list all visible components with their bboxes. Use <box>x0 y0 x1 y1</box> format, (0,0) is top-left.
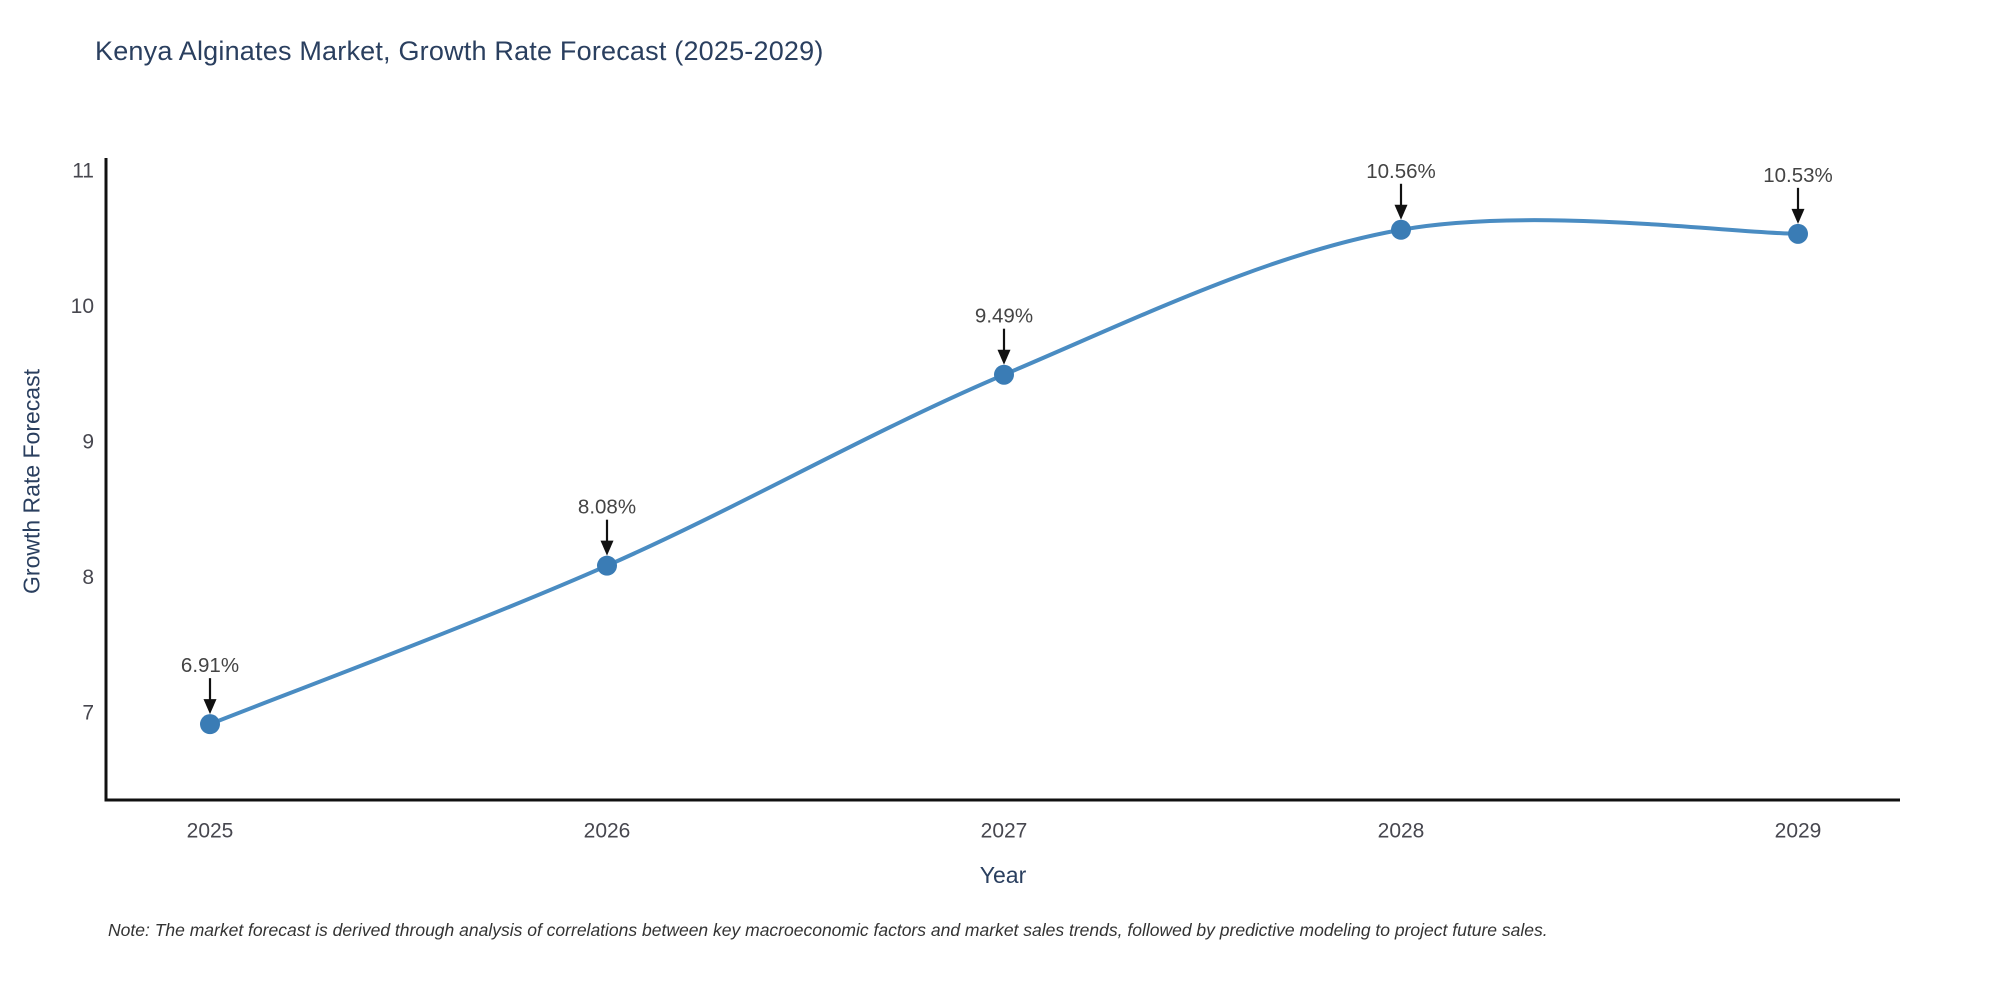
annotation-arrowhead <box>1791 208 1805 224</box>
x-tick-label: 2029 <box>1775 819 1822 842</box>
point-value-label: 10.56% <box>1366 160 1436 183</box>
chart-footnote: Note: The market forecast is derived thr… <box>108 920 1548 940</box>
annotation-arrowhead <box>997 349 1011 365</box>
data-point-marker <box>1788 223 1808 244</box>
chart-title: Kenya Alginates Market, Growth Rate Fore… <box>95 36 824 66</box>
y-tick-label: 9 <box>82 430 94 453</box>
y-tick-label: 7 <box>82 701 94 724</box>
point-value-label: 10.53% <box>1763 164 1833 187</box>
data-point-marker <box>1391 219 1411 240</box>
point-value-label: 6.91% <box>181 654 239 677</box>
annotation-arrowhead <box>600 540 614 556</box>
point-value-label: 9.49% <box>975 305 1033 328</box>
y-tick-label: 10 <box>71 295 94 318</box>
data-point-marker <box>200 714 220 735</box>
annotation-arrowhead <box>203 699 217 715</box>
x-tick-label: 2027 <box>981 819 1028 842</box>
annotation-arrowhead <box>1394 204 1408 220</box>
data-point-marker <box>597 555 617 576</box>
x-tick-label: 2028 <box>1378 819 1425 842</box>
x-tick-label: 2025 <box>187 819 234 842</box>
x-tick-label: 2026 <box>584 819 631 842</box>
y-tick-label: 8 <box>82 566 94 589</box>
forecast-line <box>208 218 1800 727</box>
x-axis-title: Year <box>979 862 1027 888</box>
point-value-label: 8.08% <box>578 496 636 519</box>
y-tick-label: 11 <box>72 160 94 183</box>
data-point-marker <box>994 364 1014 385</box>
